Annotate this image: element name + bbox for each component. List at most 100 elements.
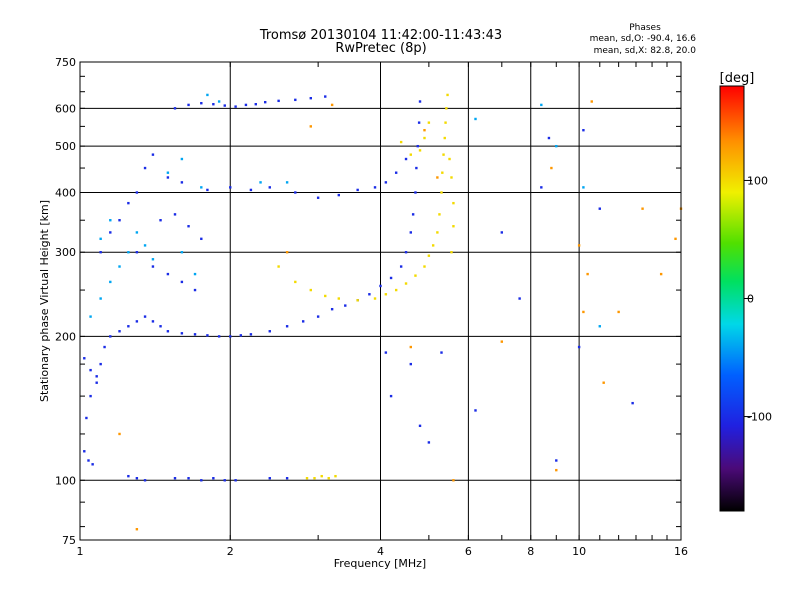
data-point <box>301 320 305 323</box>
data-point <box>500 231 504 234</box>
data-points <box>83 93 683 531</box>
colorbar <box>719 85 745 512</box>
data-point <box>518 297 521 300</box>
data-point <box>500 340 504 343</box>
data-point <box>118 330 121 333</box>
x-axis-label: Frequency [MHz] <box>334 557 426 570</box>
stats-header: Phases <box>629 23 661 33</box>
data-point <box>414 191 417 194</box>
data-point <box>166 176 170 179</box>
data-point <box>135 231 139 234</box>
stats-line-o: mean, sd,O: -90.4, 16.6 <box>590 34 697 44</box>
colorbar-tick-label: 100 <box>747 174 768 187</box>
data-point <box>143 315 147 318</box>
data-point <box>118 265 121 268</box>
data-point <box>200 186 203 189</box>
data-point <box>674 237 677 241</box>
grid-lines <box>80 62 681 540</box>
x-tick-labels: 1 2 4 6 8 10 16 <box>77 545 689 558</box>
x-tick-label: 16 <box>674 545 688 558</box>
data-point <box>135 477 139 480</box>
y-tick-label: 200 <box>55 330 76 343</box>
data-point <box>555 468 558 472</box>
y-axis-label: Stationary phase Virtual Height [km] <box>38 200 51 402</box>
data-point <box>277 99 280 103</box>
data-point <box>151 153 155 156</box>
data-point <box>441 171 444 174</box>
data-point <box>445 107 448 110</box>
data-point <box>337 297 341 300</box>
data-point <box>99 237 102 241</box>
data-point <box>212 103 215 106</box>
data-point <box>309 96 312 100</box>
stats-line-x: mean, sd,X: 82.8, 20.0 <box>594 46 697 56</box>
data-point <box>423 265 426 268</box>
data-point <box>418 100 422 103</box>
data-point <box>223 479 226 482</box>
data-point <box>373 297 377 300</box>
data-point <box>285 181 289 184</box>
data-point <box>89 394 92 398</box>
data-point <box>452 225 455 228</box>
data-point <box>180 157 184 161</box>
data-point <box>285 251 289 254</box>
data-point <box>151 265 155 268</box>
data-point <box>590 100 593 103</box>
data-point <box>411 213 415 216</box>
data-point <box>180 332 184 335</box>
data-point <box>99 251 102 254</box>
data-point <box>173 213 177 216</box>
y-tick-label: 400 <box>55 186 76 199</box>
data-point <box>234 479 237 482</box>
data-point <box>540 186 543 189</box>
data-point <box>249 333 253 336</box>
data-point <box>87 459 90 462</box>
data-point <box>427 121 431 124</box>
data-point <box>244 103 248 107</box>
data-point <box>159 325 162 328</box>
data-point <box>582 186 585 189</box>
data-point <box>404 282 408 285</box>
data-point <box>384 351 388 354</box>
data-point <box>602 381 605 384</box>
data-point <box>550 166 553 170</box>
chart-title-line1: Tromsø 20130104 11:42:00-11:43:43 <box>259 28 502 43</box>
data-point <box>200 479 203 482</box>
data-point <box>95 381 98 384</box>
data-point <box>127 201 130 205</box>
data-point <box>135 320 139 323</box>
x-tick-label: 4 <box>377 545 384 558</box>
data-point <box>249 188 253 192</box>
data-point <box>229 335 232 338</box>
data-point <box>206 188 209 192</box>
data-point <box>368 293 371 296</box>
data-point <box>389 394 393 398</box>
data-point <box>83 357 86 360</box>
data-point <box>452 479 455 482</box>
data-point <box>334 474 337 478</box>
data-point <box>316 196 320 199</box>
data-point <box>95 375 98 378</box>
data-point <box>89 368 92 372</box>
data-point <box>443 136 446 140</box>
data-point <box>431 244 435 247</box>
data-point <box>409 362 412 366</box>
data-point <box>166 272 170 276</box>
data-point <box>151 320 155 323</box>
data-point <box>135 528 139 531</box>
data-point <box>409 345 412 349</box>
data-point <box>135 191 139 194</box>
data-point <box>337 193 341 197</box>
data-point <box>582 310 585 314</box>
data-point <box>173 107 177 110</box>
data-point <box>330 307 334 311</box>
y-tick-label: 750 <box>55 56 76 69</box>
data-point <box>173 477 177 480</box>
data-point <box>193 288 197 292</box>
data-point <box>89 315 92 318</box>
data-point <box>103 345 106 349</box>
data-point <box>436 231 439 234</box>
data-point <box>540 103 543 107</box>
data-point <box>373 186 377 189</box>
data-point <box>577 345 581 349</box>
